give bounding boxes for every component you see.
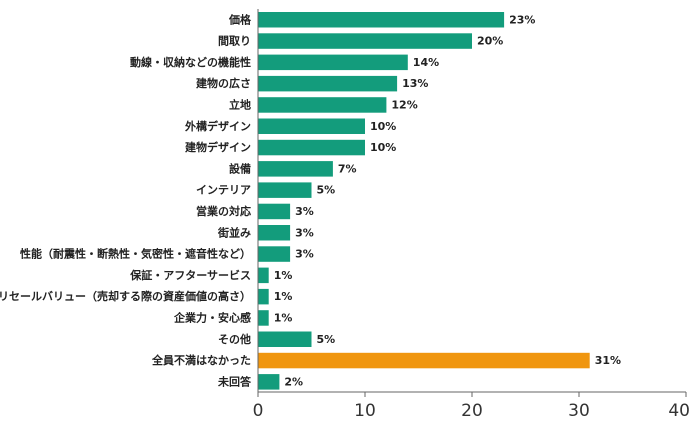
category-label: その他 [218,332,251,346]
category-label: 企業力・安心感 [173,310,251,324]
value-label: 13% [402,77,428,90]
value-labels: 23%20%14%13%12%10%10%7%5%3%3%3%1%1%1%5%3… [274,13,621,388]
x-tick-label: 30 [568,401,590,421]
bar [258,33,472,49]
bar [258,225,291,241]
value-label: 5% [317,184,336,197]
x-tick-label: 10 [354,401,376,421]
category-label: インテリア [196,184,251,197]
x-tick-label: 0 [253,401,264,421]
bar [258,246,291,262]
x-axis: 0 10 20 30 40 [253,9,690,421]
value-label: 14% [413,56,439,69]
bar [258,331,312,347]
category-label: 性能（耐震性・断熱性・気密性・遮音性など） [20,247,251,261]
value-label: 3% [295,205,314,218]
category-label: 建物デザイン [185,140,251,154]
bar [258,75,398,92]
bars [258,12,590,390]
value-label: 3% [295,226,314,239]
category-label: 間取り [218,35,251,48]
value-label: 20% [477,35,503,48]
value-label: 10% [370,141,396,154]
bar [258,118,365,134]
value-label: 31% [595,354,621,367]
bar [258,161,333,177]
bar [258,203,291,220]
value-label: 5% [317,333,336,346]
category-label: 動線・収納などの機能性 [130,55,251,69]
category-label: 保証・アフターサービス [129,268,251,282]
bar [258,352,590,369]
category-label: 全員不満はなかった [151,353,251,367]
value-label: 3% [295,248,314,261]
bar [258,54,408,71]
category-labels: 価格間取り動線・収納などの機能性建物の広さ立地外構デザイン建物デザイン設備インテ… [0,12,252,388]
category-label: リセールバリュー（売却する際の資産価値の高さ） [0,289,251,303]
category-label: 建物の広さ [196,76,251,90]
bar [258,374,280,390]
category-label: 外構デザイン [184,119,251,133]
x-tick-label: 40 [668,401,690,421]
category-label: 営業の対応 [196,204,251,218]
bar [258,182,312,198]
value-label: 1% [274,290,293,303]
bar [258,139,365,156]
value-label: 1% [274,269,293,282]
bar [258,288,269,305]
value-label: 10% [370,120,396,133]
bar [258,12,505,28]
category-label: 設備 [229,161,251,175]
category-label: 未回答 [217,374,252,388]
category-label: 街並み [217,225,251,239]
value-label: 2% [284,375,303,388]
value-label: 7% [338,162,357,175]
category-label: 立地 [229,97,251,111]
x-tick-label: 20 [461,401,483,421]
value-label: 23% [509,13,535,26]
bar [258,97,387,113]
value-label: 12% [391,98,417,111]
bar [258,267,269,284]
category-label: 価格 [228,12,252,26]
bar [258,310,269,326]
value-label: 1% [274,311,293,324]
